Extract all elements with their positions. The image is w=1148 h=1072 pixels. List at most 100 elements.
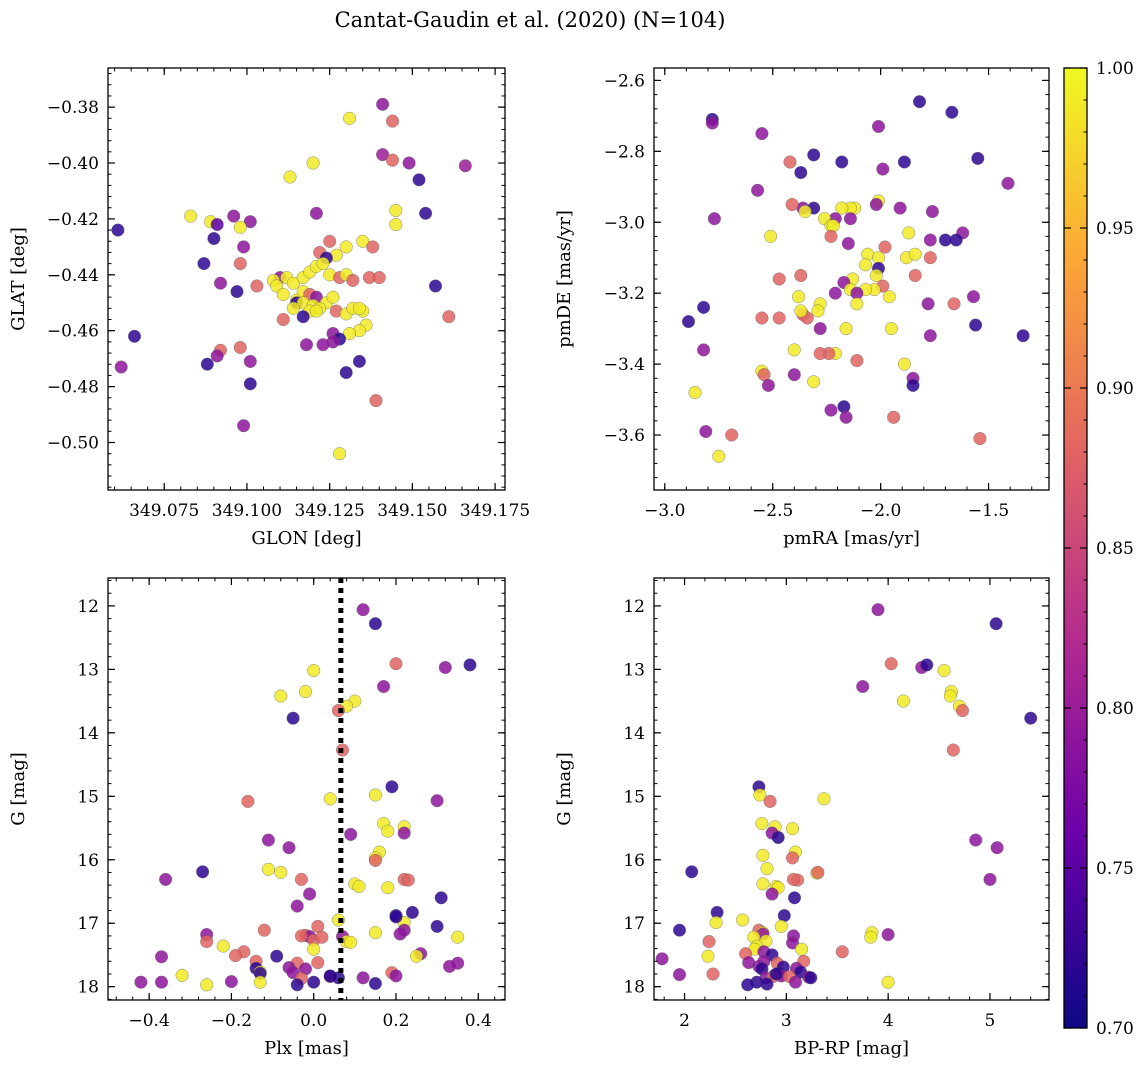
colorbar-tick-label: 1.00 <box>1096 59 1134 79</box>
data-point <box>764 229 778 243</box>
y-tick-label: 17 <box>77 914 99 934</box>
x-tick-label: 349.150 <box>377 501 447 521</box>
data-point <box>376 148 390 162</box>
data-point <box>983 872 997 886</box>
data-point <box>712 449 726 463</box>
data-point <box>725 428 739 442</box>
data-point <box>971 151 985 165</box>
y-tick-label: 12 <box>77 597 99 617</box>
panel-g-vs-parallax: −0.4 −0.2 0.0 0.2 0.4 12 13 14 15 16 17 18 Plx [mas]… <box>8 577 506 1059</box>
x-tick-label: 4 <box>883 1011 894 1031</box>
data-point <box>294 872 308 886</box>
colorbar-ticks: 0.70 0.75 0.80 0.85 0.90 0.95 1.00 <box>1064 59 1134 1039</box>
data-point <box>798 205 812 219</box>
data-point <box>835 201 849 215</box>
data-point <box>352 879 366 893</box>
data-point <box>430 919 444 933</box>
y-tick-label: −0.38 <box>47 98 99 118</box>
data-point <box>343 111 357 125</box>
data-point <box>294 929 308 943</box>
data-point <box>200 357 214 371</box>
scatter-points <box>682 95 1030 463</box>
data-point <box>811 865 825 879</box>
data-point <box>736 913 750 927</box>
data-point <box>261 862 275 876</box>
data-point <box>947 297 961 311</box>
data-point <box>276 313 290 327</box>
x-tick-label: 349.175 <box>460 501 530 521</box>
data-point <box>389 969 403 983</box>
data-point <box>794 304 808 318</box>
y-tick-label: 14 <box>77 724 99 744</box>
data-point <box>760 862 774 876</box>
data-point <box>945 105 959 119</box>
data-point <box>356 234 370 248</box>
data-point <box>956 704 970 718</box>
data-point <box>306 156 320 170</box>
data-point <box>817 792 831 806</box>
data-point <box>207 231 221 245</box>
data-point <box>154 975 168 989</box>
data-point <box>274 689 288 703</box>
data-point <box>850 297 864 311</box>
data-point <box>307 942 321 956</box>
data-point <box>197 257 211 271</box>
data-point <box>213 276 227 290</box>
data-point <box>307 664 321 678</box>
data-point <box>184 209 198 223</box>
data-point <box>902 226 916 240</box>
data-point <box>224 975 238 989</box>
data-point <box>296 310 310 324</box>
data-point <box>111 223 125 237</box>
data-point <box>856 680 870 694</box>
data-point <box>843 212 857 226</box>
x-tick-label: 349.100 <box>212 501 282 521</box>
colorbar-tick-label: 0.85 <box>1096 539 1134 559</box>
data-point <box>882 290 896 304</box>
data-point <box>702 935 716 949</box>
data-point <box>323 792 337 806</box>
data-point <box>419 206 433 220</box>
y-tick-label: 12 <box>623 597 645 617</box>
data-point <box>309 304 323 318</box>
data-point <box>315 930 329 944</box>
y-tick-label: −0.42 <box>47 210 99 230</box>
data-point <box>303 887 317 901</box>
data-point <box>412 173 426 187</box>
colorbar-tick-label: 0.70 <box>1096 1019 1134 1039</box>
data-point <box>386 153 400 167</box>
data-point <box>859 258 873 272</box>
data-point <box>127 329 141 343</box>
y-tick-label: −0.40 <box>47 154 99 174</box>
data-point <box>989 617 1003 631</box>
data-point <box>772 311 786 325</box>
data-point <box>769 967 783 981</box>
data-point <box>688 386 702 400</box>
data-point <box>794 269 808 283</box>
data-point <box>261 833 275 847</box>
y-tick-label: 14 <box>623 724 645 744</box>
data-point <box>887 410 901 424</box>
x-axis-label: pmRA [mas/yr] <box>783 528 920 549</box>
data-point <box>228 949 242 963</box>
data-point <box>824 229 838 243</box>
y-tick-label: −3.0 <box>604 213 645 233</box>
data-point <box>438 661 452 675</box>
colorbar-tick-label: 0.80 <box>1096 699 1134 719</box>
data-point <box>839 322 853 336</box>
data-point <box>753 788 767 802</box>
data-point <box>705 116 719 130</box>
data-point <box>783 155 797 169</box>
data-point <box>316 338 330 352</box>
data-point <box>210 217 224 231</box>
x-tick-label: −1.5 <box>968 501 1009 521</box>
data-point <box>884 657 898 671</box>
data-point <box>792 290 806 304</box>
data-point <box>410 949 424 963</box>
data-point <box>755 817 769 831</box>
data-point <box>787 343 801 357</box>
data-point <box>807 148 821 162</box>
data-point <box>286 301 300 315</box>
data-point <box>368 977 382 991</box>
